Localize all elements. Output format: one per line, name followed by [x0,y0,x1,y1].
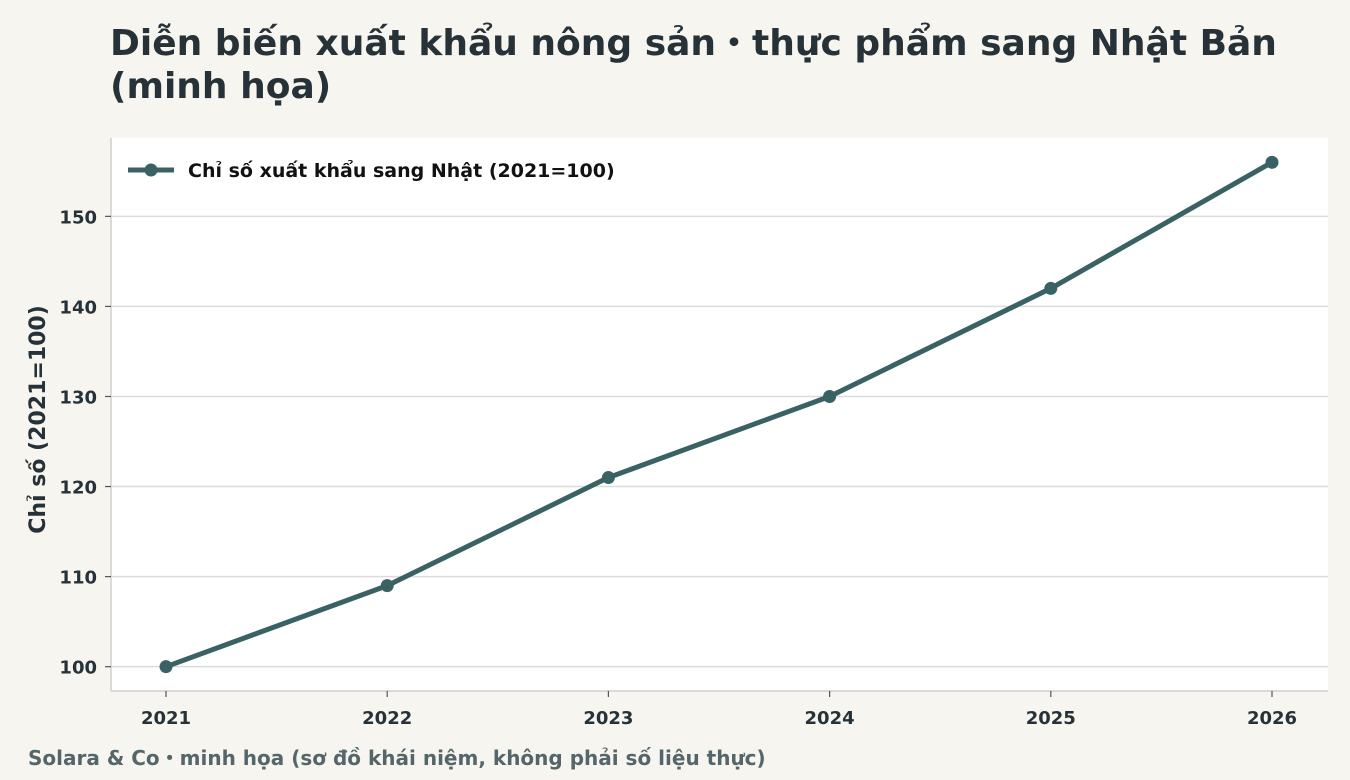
x-tick-label-2022: 2022 [362,708,412,729]
legend-swatch-marker [144,163,158,177]
chart-title: Diễn biến xuất khẩu nông sản・thực phẩm s… [110,23,1277,107]
data-point-2021 [159,660,173,674]
series-line-0 [163,159,1275,670]
data-point-2025 [1044,281,1058,295]
x-tick-label-2026: 2026 [1247,708,1297,729]
legend-entry-label: Chỉ số xuất khẩu sang Nhật (2021=100) [188,159,615,182]
x-tick-label-2025: 2025 [1026,708,1076,729]
axes [110,138,1328,692]
y-tick-label-100: 100 [59,658,97,679]
series-group [159,155,1279,674]
y-tick-label-140: 140 [59,297,97,318]
y-tick-label-120: 120 [59,478,97,499]
data-point-2023 [601,471,615,485]
y-tick-label-150: 150 [59,207,97,228]
grid-lines [111,215,1328,668]
y-axis-label: Chỉ số (2021=100) [26,305,51,534]
x-tick-label-2023: 2023 [583,708,633,729]
source-note: Solara & Co・minh họa (sơ đồ khái niệm, k… [28,746,766,770]
plot-area [111,138,1328,691]
y-tick-label-110: 110 [59,568,97,589]
x-ticks: 2021 2022 2023 2024 2025 2026 [141,691,1297,729]
x-tick-label-2024: 2024 [805,708,855,729]
data-point-2024 [823,389,837,403]
x-tick-label-2021: 2021 [141,708,191,729]
data-point-2026 [1265,155,1279,169]
legend: Chỉ số xuất khẩu sang Nhật (2021=100) [128,159,615,182]
y-ticks: 100 110 120 130 140 150 [59,207,111,679]
y-tick-label-130: 130 [59,387,97,408]
data-point-2022 [380,579,394,593]
